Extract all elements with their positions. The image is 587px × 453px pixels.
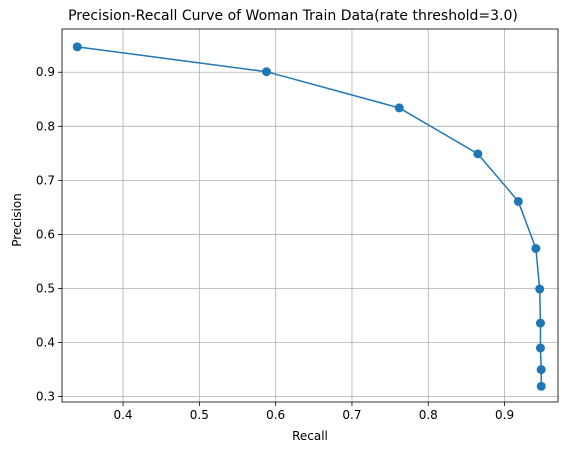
axes-frame [61, 28, 559, 403]
data-point [394, 103, 404, 113]
x-axis-label: Recall [292, 429, 328, 443]
y-tick-label: 0.6 [36, 227, 55, 241]
y-tick-label: 0.3 [36, 390, 55, 404]
y-tick-label: 0.7 [36, 173, 55, 187]
y-tick-label: 0.8 [36, 119, 55, 133]
data-point [536, 365, 546, 375]
x-tick-label: 0.7 [342, 408, 361, 422]
y-tick-label: 0.5 [36, 281, 55, 295]
data-point [535, 343, 545, 353]
plot-area: 0.4 0.5 0.6 0.7 0.8 0.9 0.3 0.4 0.5 0.6 0.7 0.8 0.9 [36, 28, 559, 422]
x-tick-label: 0.9 [495, 408, 514, 422]
data-point [473, 149, 483, 159]
y-tick-label: 0.4 [36, 336, 55, 350]
axes-background [62, 29, 558, 402]
data-point [535, 318, 545, 328]
x-tick-label: 0.4 [113, 408, 132, 422]
y-axis-label: Precision [10, 193, 24, 247]
data-point [536, 381, 546, 391]
data-point [513, 196, 523, 206]
data-point [262, 67, 272, 77]
data-point [531, 243, 541, 253]
chart-title: Precision-Recall Curve of Woman Train Da… [68, 8, 518, 24]
data-point [72, 42, 82, 52]
x-tick-label: 0.6 [266, 408, 285, 422]
y-tick-label: 0.9 [36, 65, 55, 79]
x-tick-label: 0.8 [419, 408, 438, 422]
x-tick-label: 0.5 [190, 408, 209, 422]
data-point [535, 284, 545, 294]
